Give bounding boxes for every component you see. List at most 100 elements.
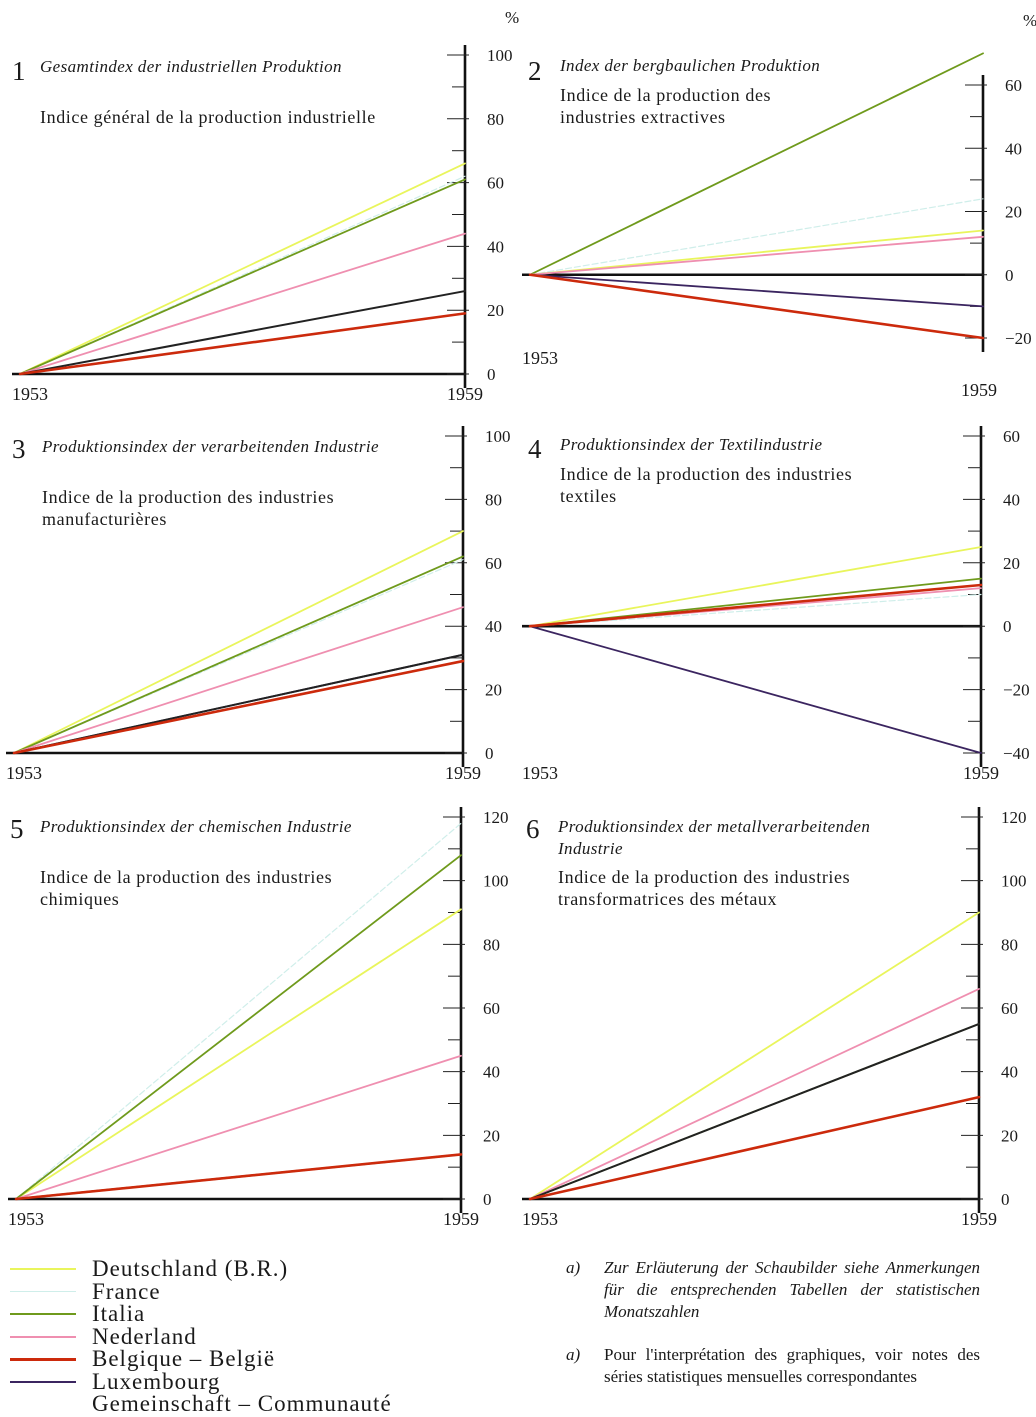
- legend-label: Italia: [92, 1301, 146, 1326]
- note-mark: a): [566, 1258, 581, 1277]
- legend-label: Luxembourg: [92, 1368, 221, 1394]
- x-tick-label: 1959: [961, 1209, 997, 1229]
- unit-label: %: [1023, 11, 1036, 30]
- panel-title-de: Produktionsindex der chemischen Industri…: [40, 817, 352, 836]
- series-line: [13, 653, 464, 754]
- panel-title-fr: Indice général de la production industri…: [40, 107, 376, 127]
- series-line: [19, 175, 466, 375]
- note-text-de: Zur Erläuterung der Schaubilder siehe An…: [604, 1258, 980, 1321]
- y-tick-label: 80: [483, 935, 500, 954]
- series-line: [529, 988, 980, 1200]
- panel-number: 4: [528, 434, 542, 464]
- series-line: [19, 290, 466, 375]
- x-tick-label: 1959: [447, 384, 483, 404]
- series-line: [529, 1096, 980, 1200]
- y-tick-label: 40: [485, 617, 502, 636]
- series-line: [13, 653, 464, 754]
- series-line: [529, 198, 984, 276]
- x-tick-label: 1953: [6, 763, 42, 783]
- panel-title-de: Gesamtindex der industriellen Produktion: [40, 57, 342, 76]
- y-tick-label: 80: [487, 110, 504, 129]
- legend-swatch: [10, 1335, 76, 1338]
- legend-label: Deutschland (B.R.): [92, 1256, 289, 1281]
- y-tick-label: 60: [487, 174, 504, 193]
- y-tick-label: 60: [1003, 427, 1020, 446]
- series-line: [15, 1153, 462, 1200]
- y-tick-label: −20: [1003, 681, 1030, 700]
- series-line: [528, 273, 985, 340]
- series-line: [529, 587, 982, 628]
- x-tick-label: 1959: [963, 763, 999, 783]
- series-line: [19, 178, 466, 375]
- series-line: [18, 312, 467, 376]
- panel-title-de: Produktionsindex der metallverarbeitende…: [558, 817, 871, 858]
- y-tick-label: −40: [1003, 744, 1030, 763]
- legend-label: Nederland: [92, 1323, 197, 1349]
- y-tick-label: 0: [485, 744, 494, 763]
- y-tick-label: 100: [483, 872, 509, 891]
- series-line: [15, 1054, 462, 1200]
- series-line: [13, 530, 464, 754]
- y-tick-label: 40: [483, 1063, 500, 1082]
- series-line: [529, 1023, 980, 1200]
- y-tick-label: −20: [1005, 329, 1032, 348]
- y-tick-label: 20: [487, 301, 504, 320]
- x-tick-label: 1953: [8, 1209, 44, 1229]
- y-tick-label: 120: [1001, 808, 1027, 827]
- legend-swatch: [10, 1268, 76, 1270]
- unit-label: %: [505, 8, 519, 27]
- panel-title-fr: Indice de la production des industries t…: [560, 464, 853, 506]
- y-tick-label: 0: [1005, 266, 1014, 285]
- series-line: [15, 908, 462, 1200]
- x-tick-label: 1953: [522, 1209, 558, 1229]
- y-tick-label: 0: [483, 1190, 492, 1209]
- panel-title-fr: Indice de la production des industries c…: [40, 867, 333, 909]
- series-line: [12, 659, 465, 755]
- y-tick-label: 20: [1003, 554, 1020, 573]
- x-tick-label: 1959: [445, 763, 481, 783]
- y-tick-label: 40: [1001, 1063, 1018, 1082]
- y-tick-label: 40: [1005, 139, 1022, 158]
- panel-number: 6: [526, 814, 540, 844]
- panel-number: 1: [12, 56, 26, 86]
- panel-title-de: Produktionsindex der Textilindustrie: [560, 435, 823, 454]
- y-tick-label: 100: [1001, 872, 1027, 891]
- panel-title-de: Produktionsindex der verarbeitenden Indu…: [42, 437, 379, 456]
- series-line: [529, 593, 982, 627]
- note-text-fr: Pour l'interprétation des graphiques, vo…: [604, 1345, 980, 1386]
- series-line: [529, 235, 984, 276]
- y-tick-label: 20: [1005, 203, 1022, 222]
- panel-number: 3: [12, 434, 26, 464]
- y-tick-label: 60: [1001, 999, 1018, 1018]
- series-line: [529, 229, 984, 276]
- series-line: [15, 1153, 462, 1200]
- panel-number: 5: [10, 814, 24, 844]
- panel-title-fr: Indice de la production des industries m…: [42, 487, 335, 529]
- panel-title-de: Index der bergbaulichen Produktion: [560, 56, 821, 75]
- series-line: [13, 555, 464, 754]
- y-tick-label: 20: [1001, 1126, 1018, 1145]
- series-line: [529, 911, 980, 1200]
- chart-panel-3: 0 20 40 60 80 100 1953 1959: [6, 426, 511, 783]
- y-tick-label: 40: [1003, 490, 1020, 509]
- x-tick-label: 1953: [522, 348, 558, 368]
- series-line: [19, 162, 466, 375]
- x-tick-label: 1953: [12, 384, 48, 404]
- y-tick-label: 60: [1005, 76, 1022, 95]
- y-tick-label: 60: [485, 554, 502, 573]
- note-mark: a): [566, 1345, 581, 1364]
- x-tick-label: 1953: [522, 763, 558, 783]
- y-tick-label: 20: [483, 1126, 500, 1145]
- y-tick-label: 0: [1001, 1190, 1010, 1209]
- panel-title-fr: Indice de la production des industries e…: [560, 85, 772, 127]
- series-line: [529, 546, 982, 628]
- legend-swatch: [10, 1358, 76, 1361]
- y-tick-label: 0: [1003, 617, 1012, 636]
- series-line: [528, 583, 983, 628]
- series-line: [529, 1022, 980, 1200]
- legend-label: Belgique – België: [92, 1346, 276, 1371]
- series-line: [529, 625, 982, 754]
- series-line: [529, 273, 984, 308]
- y-tick-label: 0: [487, 365, 496, 384]
- y-tick-label: 120: [483, 808, 509, 827]
